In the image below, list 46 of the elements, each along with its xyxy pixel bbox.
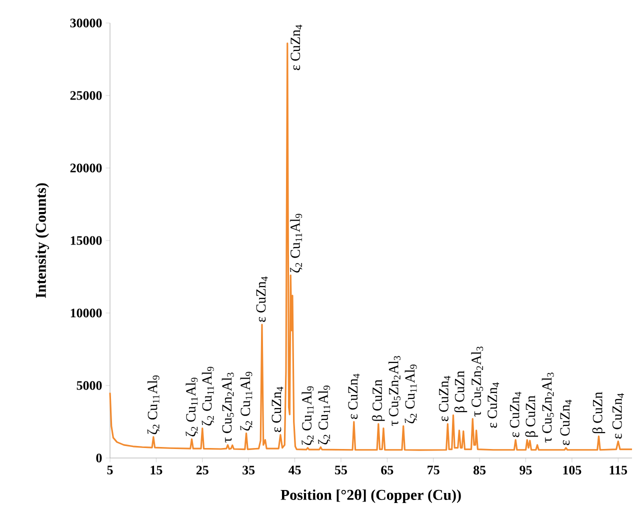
x-tick-label: 45 [288,466,301,474]
annotation: ε CuZn$_{4}$ [290,24,302,70]
annotation: ζ$_{2}$ Cu$_{11}$Al$_{9}$ [186,378,198,436]
annotation: ε CuZn$_{4}$ [510,392,522,438]
annotation: ε CuZn$_{4}$ [612,393,624,439]
annotation: ε CuZn$_{4}$ [560,400,572,446]
x-tick-label: 5 [107,466,113,474]
y-tick-label: 15000 [70,236,102,245]
annotation: ζ$_{2}$ Cu$_{11}$Al$_{9}$ [147,376,160,434]
x-tick-label: 105 [563,466,582,475]
annotation: β CuZn [454,370,468,412]
annotation: τ Cu$_{5}$Zn$_{2}$Al$_{3}$ [388,356,400,426]
annotation: ε CuZn$_{4}$ [488,382,500,428]
annotation: ε CuZn$_{4}$ [272,386,284,432]
x-tick-label: 75 [428,466,440,474]
annotation: ζ$_{2}$ Cu$_{11}$Al$_{9}$ [404,364,417,424]
x-tick-label: 55 [335,466,347,474]
annotation: τ Cu$_{5}$Zn$_{2}$Al$_{3}$ [471,346,484,416]
x-tick-label: 15 [150,466,162,474]
y-tick-label: 25000 [70,91,102,100]
y-tick-label: 10000 [70,308,102,318]
y-tick-label: 0 [96,454,102,462]
annotation: β CuZn [525,396,538,437]
y-tick-label: 20000 [70,164,102,172]
y-tick-label: 30000 [70,18,102,28]
annotation: β CuZn [592,392,606,434]
annotation: ε CuZn$_{4}$ [256,276,268,322]
x-tick-label: 25 [196,466,208,474]
annotation: ζ$_{2}$ Cu$_{11}$Al$_{9}$ [240,372,252,431]
x-axis-title: Position [°2θ] (Copper (Cu)) [280,489,461,503]
annotation: β CuZn [372,380,385,421]
x-tick-label: 115 [610,466,628,474]
x-tick-label: 65 [381,466,394,474]
y-tick-label: 5000 [76,381,102,390]
annotation: ε CuZn$_{4}$ [438,376,450,422]
y-axis-title: Intensity (Counts) [35,183,49,298]
annotation: ζ$_{2}$ Cu$_{11}$Al$_{9}$ [290,214,302,272]
x-tick-label: 95 [520,466,532,474]
annotation: τ Cu$_{5}$Zn$_{2}$Al$_{3}$ [222,372,234,442]
annotation: ζ$_{2}$ Cu$_{11}$Al$_{9}$ [318,386,330,444]
annotation: ζ$_{2}$ Cu$_{11}$Al$_{9}$ [202,366,214,426]
x-tick-label: 85 [474,466,486,475]
annotation: ζ$_{2}$ Cu$_{11}$Al$_{9}$ [302,386,314,446]
x-tick-label: 35 [242,466,255,474]
annotation: τ Cu$_{5}$Zn$_{2}$Al$_{3}$ [542,372,554,442]
annotation: ε CuZn$_{4}$ [348,374,360,420]
